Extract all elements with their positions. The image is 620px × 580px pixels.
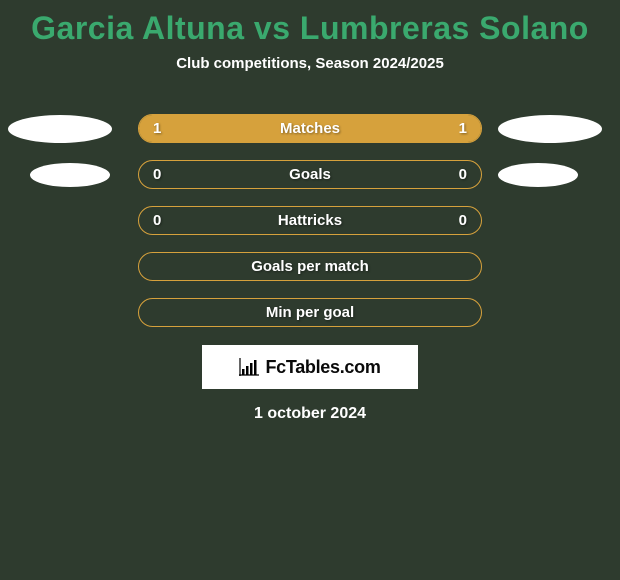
stat-value-left: 0 [153, 212, 161, 229]
stat-rows: 1 Matches 1 0 Goals 0 0 Hattricks 0 Goals per mat… [0, 114, 620, 327]
stat-value-right: 1 [459, 120, 467, 137]
player-photo-left [8, 115, 112, 143]
subtitle: Club competitions, Season 2024/2025 [0, 55, 620, 72]
stat-row: 0 Hattricks 0 [0, 206, 620, 235]
stat-value-right: 0 [459, 212, 467, 229]
bar-chart-icon [239, 358, 259, 376]
stat-bar: 0 Hattricks 0 [138, 206, 482, 235]
stat-label: Hattricks [278, 212, 342, 229]
stat-value-left: 0 [153, 166, 161, 183]
stat-label: Goals [289, 166, 331, 183]
stat-row: 1 Matches 1 [0, 114, 620, 143]
stat-bar: 0 Goals 0 [138, 160, 482, 189]
stat-row: 0 Goals 0 [0, 160, 620, 189]
stat-value-left: 1 [153, 120, 161, 137]
footer-logo: FcTables.com [202, 345, 418, 389]
logo-text: FcTables.com [265, 357, 380, 378]
stat-row: Goals per match [0, 252, 620, 281]
date-text: 1 october 2024 [0, 405, 620, 423]
stat-label: Goals per match [251, 258, 369, 275]
stat-row: Min per goal [0, 298, 620, 327]
player-photo-right [498, 115, 602, 143]
stat-bar: Min per goal [138, 298, 482, 327]
stat-bar: 1 Matches 1 [138, 114, 482, 143]
stat-bar: Goals per match [138, 252, 482, 281]
stat-label: Min per goal [266, 304, 354, 321]
page-title: Garcia Altuna vs Lumbreras Solano [0, 0, 620, 47]
player-photo-right [498, 163, 578, 187]
stat-label: Matches [280, 120, 340, 137]
player-photo-left [30, 163, 110, 187]
stat-value-right: 0 [459, 166, 467, 183]
